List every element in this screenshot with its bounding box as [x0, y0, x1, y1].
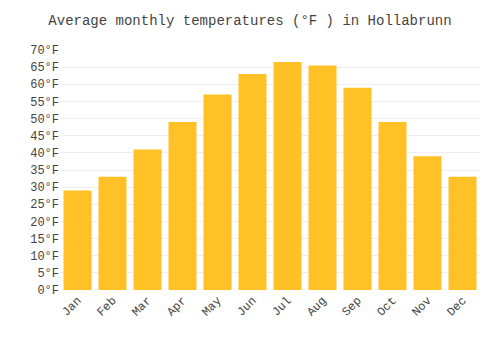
svg-text:65°F: 65°F [30, 61, 59, 75]
svg-text:10°F: 10°F [30, 250, 59, 264]
svg-text:Oct: Oct [374, 294, 399, 319]
svg-text:Aug: Aug [304, 294, 329, 319]
svg-text:60°F: 60°F [30, 78, 59, 92]
svg-text:40°F: 40°F [30, 147, 59, 161]
svg-text:55°F: 55°F [30, 96, 59, 110]
svg-text:Jan: Jan [59, 294, 84, 319]
svg-text:Average monthly temperatures (: Average monthly temperatures (°F ) in Ho… [48, 13, 451, 29]
svg-text:70°F: 70°F [30, 44, 59, 58]
svg-text:0°F: 0°F [37, 284, 59, 298]
svg-text:35°F: 35°F [30, 164, 59, 178]
svg-text:Sep: Sep [339, 294, 364, 319]
svg-text:Apr: Apr [164, 294, 189, 319]
svg-text:20°F: 20°F [30, 216, 59, 230]
svg-text:Jun: Jun [234, 294, 259, 319]
svg-text:Feb: Feb [94, 294, 119, 319]
svg-text:30°F: 30°F [30, 181, 59, 195]
svg-text:45°F: 45°F [30, 130, 59, 144]
svg-text:50°F: 50°F [30, 113, 59, 127]
svg-text:Jul: Jul [269, 294, 294, 319]
svg-text:15°F: 15°F [30, 233, 59, 247]
svg-text:Nov: Nov [409, 294, 434, 319]
svg-text:Dec: Dec [444, 294, 469, 319]
svg-text:5°F: 5°F [37, 267, 59, 281]
svg-text:25°F: 25°F [30, 198, 59, 212]
svg-text:Mar: Mar [129, 294, 154, 319]
svg-text:May: May [199, 294, 224, 319]
